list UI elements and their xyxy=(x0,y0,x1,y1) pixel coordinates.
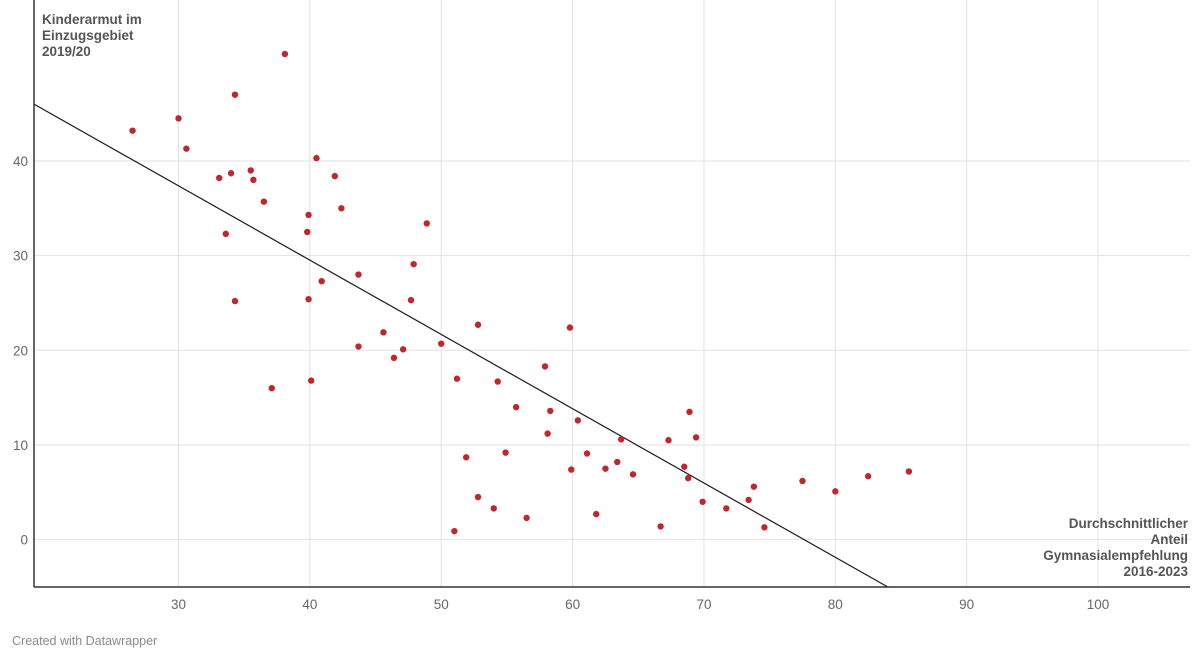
data-point xyxy=(750,483,758,490)
data-point xyxy=(574,417,582,424)
datawrapper-credit[interactable]: Created with Datawrapper xyxy=(12,634,158,648)
data-point xyxy=(227,170,235,177)
data-point xyxy=(905,468,913,475)
data-point xyxy=(568,466,575,473)
y-tick-label: 40 xyxy=(13,154,28,169)
data-point xyxy=(268,384,275,392)
data-point xyxy=(614,458,621,466)
data-point xyxy=(305,211,312,219)
grid-lines xyxy=(34,0,1190,587)
data-point xyxy=(451,527,458,535)
trendline-layer xyxy=(33,103,889,588)
data-point xyxy=(183,145,190,152)
data-point xyxy=(438,340,445,347)
data-point xyxy=(602,465,609,472)
data-point xyxy=(407,296,415,304)
data-point xyxy=(686,408,693,416)
data-point xyxy=(864,473,872,480)
y-axis-title-line: 2019/20 xyxy=(42,44,91,59)
data-point xyxy=(544,430,551,437)
data-point xyxy=(699,498,706,505)
data-point xyxy=(566,324,574,331)
data-point xyxy=(547,407,554,415)
y-tick-label: 30 xyxy=(13,249,28,264)
data-point xyxy=(494,378,501,385)
x-tick-label: 60 xyxy=(565,597,580,612)
data-point xyxy=(761,524,768,531)
tick-labels: 30 40 50 60 70 80 90 100 0 10 20 30 40 xyxy=(13,154,1109,612)
data-point xyxy=(799,477,806,485)
data-point xyxy=(410,260,417,268)
data-point xyxy=(250,176,257,184)
data-point xyxy=(222,230,229,238)
data-point xyxy=(523,514,530,522)
data-point xyxy=(355,271,362,278)
data-point xyxy=(745,496,752,504)
data-point xyxy=(512,403,520,411)
y-axis-title: Kinderarmut im Einzugsgebiet 2019/20 xyxy=(42,12,142,60)
data-point xyxy=(681,463,688,470)
x-axis-title-line: Anteil xyxy=(1150,532,1188,547)
data-point xyxy=(423,220,430,227)
y-axis-title-line: Kinderarmut im xyxy=(42,12,142,27)
data-point xyxy=(474,321,482,328)
x-tick-label: 80 xyxy=(828,597,843,612)
data-point xyxy=(541,363,549,370)
x-axis-title-line: Gymnasialempfehlung xyxy=(1043,548,1188,563)
y-axis-title-line: Einzugsgebiet xyxy=(42,28,134,43)
x-axis-title-line: Durchschnittlicher xyxy=(1068,516,1188,531)
axes xyxy=(33,0,1190,588)
data-point xyxy=(380,329,387,336)
y-tick-label: 20 xyxy=(13,343,28,358)
data-point xyxy=(307,377,315,384)
data-point xyxy=(313,154,320,162)
data-point xyxy=(583,450,591,457)
data-point xyxy=(399,346,407,353)
data-point xyxy=(692,434,700,441)
x-tick-label: 30 xyxy=(171,597,186,612)
data-point xyxy=(593,510,600,518)
data-point xyxy=(684,474,692,482)
data-point xyxy=(390,354,398,362)
data-point xyxy=(657,523,664,530)
data-point xyxy=(247,167,254,174)
data-point xyxy=(723,505,730,512)
data-point xyxy=(231,91,239,98)
data-point xyxy=(502,449,509,456)
data-point xyxy=(304,228,311,236)
data-point xyxy=(338,205,345,212)
data-point xyxy=(832,488,839,495)
data-point xyxy=(490,505,497,512)
data-point xyxy=(281,50,289,58)
trendline xyxy=(33,103,889,588)
y-tick-label: 10 xyxy=(13,438,28,453)
data-point xyxy=(305,295,312,303)
x-tick-label: 100 xyxy=(1087,597,1110,612)
data-point xyxy=(175,115,182,122)
data-point xyxy=(231,297,239,305)
x-axis-title-line: 2016-2023 xyxy=(1123,564,1188,579)
data-point xyxy=(665,437,672,444)
y-tick-label: 0 xyxy=(20,533,28,548)
x-tick-label: 50 xyxy=(434,597,449,612)
x-axis-title: Durchschnittlicher Anteil Gymnasialempfe… xyxy=(1043,516,1188,580)
data-point xyxy=(474,493,482,501)
x-tick-label: 90 xyxy=(959,597,974,612)
data-point xyxy=(129,127,136,134)
data-point xyxy=(453,375,461,382)
data-point xyxy=(355,343,362,350)
data-point xyxy=(617,436,625,443)
data-point xyxy=(260,198,268,205)
data-point xyxy=(216,174,223,182)
data-points xyxy=(129,50,913,535)
data-point xyxy=(331,172,339,180)
x-tick-label: 70 xyxy=(696,597,711,612)
x-tick-label: 40 xyxy=(302,597,317,612)
data-point xyxy=(462,454,470,461)
data-point xyxy=(629,471,637,478)
data-point xyxy=(318,277,325,285)
